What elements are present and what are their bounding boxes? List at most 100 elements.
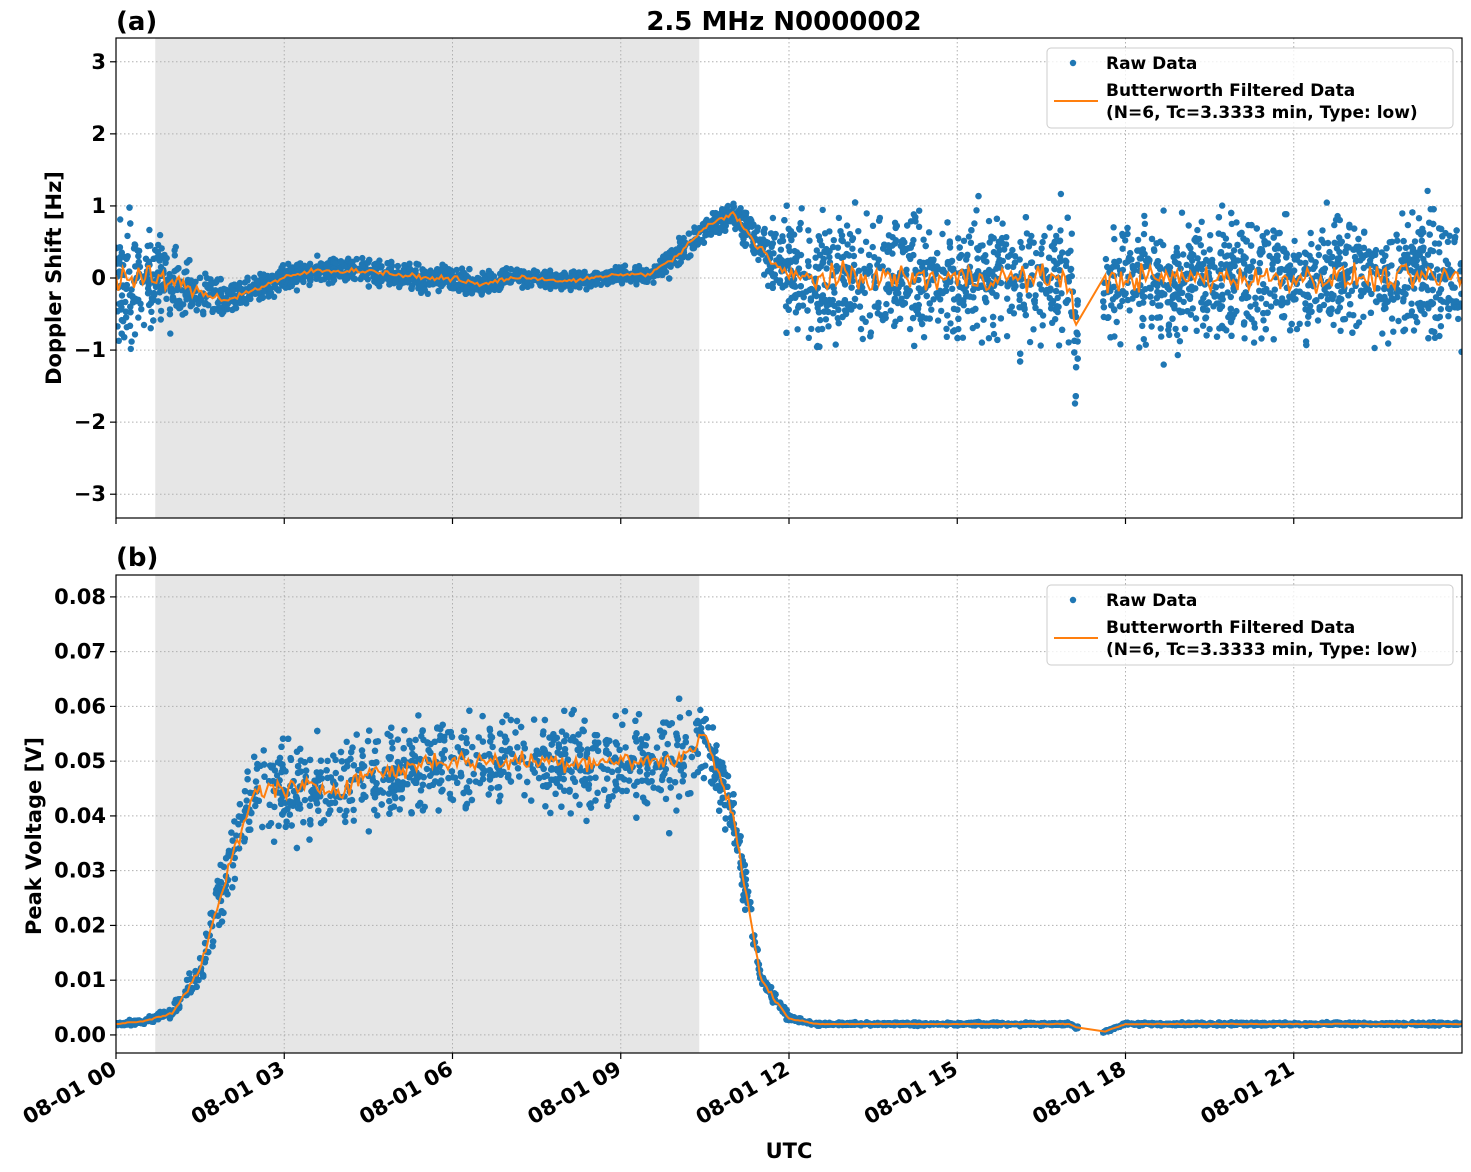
raw-point	[1215, 214, 1223, 221]
raw-point	[835, 214, 843, 222]
raw-point	[1329, 253, 1336, 261]
raw-point	[156, 231, 164, 239]
raw-point	[823, 265, 830, 272]
raw-point	[1346, 223, 1353, 230]
raw-point	[1381, 301, 1388, 308]
raw-point	[1065, 339, 1072, 346]
raw-point	[1148, 235, 1156, 243]
raw-point	[150, 317, 157, 324]
raw-point	[1141, 220, 1149, 227]
raw-point	[1192, 315, 1200, 322]
y-tick-label: 0.03	[54, 859, 106, 883]
raw-point	[668, 247, 675, 254]
raw-point	[807, 297, 815, 304]
raw-point	[966, 293, 974, 300]
raw-point	[1160, 361, 1167, 368]
raw-point	[1458, 290, 1462, 297]
raw-point	[891, 295, 899, 302]
raw-point	[1286, 327, 1294, 334]
raw-point	[974, 255, 981, 262]
raw-point	[1254, 306, 1261, 313]
raw-point	[959, 297, 966, 304]
raw-point	[329, 279, 336, 286]
raw-point	[829, 243, 837, 251]
raw-point	[1292, 296, 1299, 303]
raw-point	[1431, 334, 1439, 341]
raw-point	[1308, 308, 1315, 315]
raw-point	[1109, 296, 1117, 303]
raw-point	[955, 235, 962, 242]
raw-point	[741, 209, 748, 216]
raw-point	[869, 243, 876, 251]
raw-point	[541, 268, 549, 275]
raw-point	[1148, 314, 1156, 321]
raw-point	[1351, 253, 1359, 261]
raw-point	[1276, 229, 1283, 237]
raw-point	[963, 256, 970, 263]
raw-point	[1266, 290, 1274, 297]
raw-point	[674, 246, 681, 254]
raw-point	[829, 297, 836, 304]
raw-point	[201, 281, 209, 288]
raw-point	[996, 256, 1003, 263]
raw-point	[1324, 296, 1332, 303]
axes-frame	[115, 37, 1463, 519]
raw-point	[959, 334, 967, 341]
raw-point	[720, 207, 727, 214]
raw-point	[1003, 333, 1011, 340]
raw-point	[127, 345, 134, 353]
raw-point	[1186, 285, 1193, 293]
raw-point	[985, 217, 993, 225]
raw-point	[944, 219, 951, 226]
raw-point	[144, 290, 152, 297]
raw-point	[199, 308, 207, 315]
raw-point	[1306, 252, 1313, 259]
raw-point	[353, 255, 360, 263]
raw-point	[893, 222, 900, 230]
raw-point	[187, 277, 195, 284]
raw-point	[1176, 285, 1183, 292]
y-tick-label: 0.01	[54, 968, 106, 992]
raw-point	[1039, 238, 1046, 246]
raw-point	[1401, 284, 1409, 291]
raw-point	[1350, 246, 1357, 253]
raw-point	[1133, 291, 1140, 299]
raw-point	[317, 276, 325, 284]
raw-point	[1394, 237, 1401, 244]
raw-point	[1237, 248, 1244, 255]
raw-point	[1270, 336, 1277, 343]
raw-point	[124, 232, 131, 240]
raw-point	[1139, 322, 1146, 330]
raw-point	[1305, 282, 1312, 289]
raw-point	[914, 310, 922, 318]
raw-point	[1004, 295, 1011, 302]
raw-point	[332, 260, 339, 267]
raw-point	[1330, 292, 1337, 299]
raw-point	[374, 274, 381, 281]
raw-point	[984, 269, 992, 276]
raw-point	[1430, 206, 1437, 213]
raw-point	[994, 251, 1001, 258]
raw-point	[1218, 282, 1225, 289]
raw-point	[1174, 351, 1182, 359]
raw-point	[1260, 281, 1267, 288]
raw-point	[1428, 328, 1436, 335]
raw-point	[225, 289, 232, 297]
raw-point	[787, 228, 795, 235]
raw-point	[700, 221, 707, 228]
raw-point	[883, 300, 890, 308]
raw-point	[796, 225, 803, 232]
raw-point	[1412, 313, 1419, 321]
raw-point	[1065, 274, 1072, 281]
raw-point	[1140, 230, 1148, 238]
raw-point	[1316, 306, 1323, 313]
raw-point	[1410, 327, 1418, 334]
raw-point	[1445, 294, 1452, 302]
raw-point	[1247, 263, 1255, 270]
raw-point	[1278, 295, 1286, 302]
raw-point	[127, 303, 134, 310]
raw-point	[1181, 325, 1189, 332]
raw-point	[152, 255, 160, 262]
raw-point	[1004, 263, 1012, 270]
raw-point	[1345, 292, 1352, 299]
